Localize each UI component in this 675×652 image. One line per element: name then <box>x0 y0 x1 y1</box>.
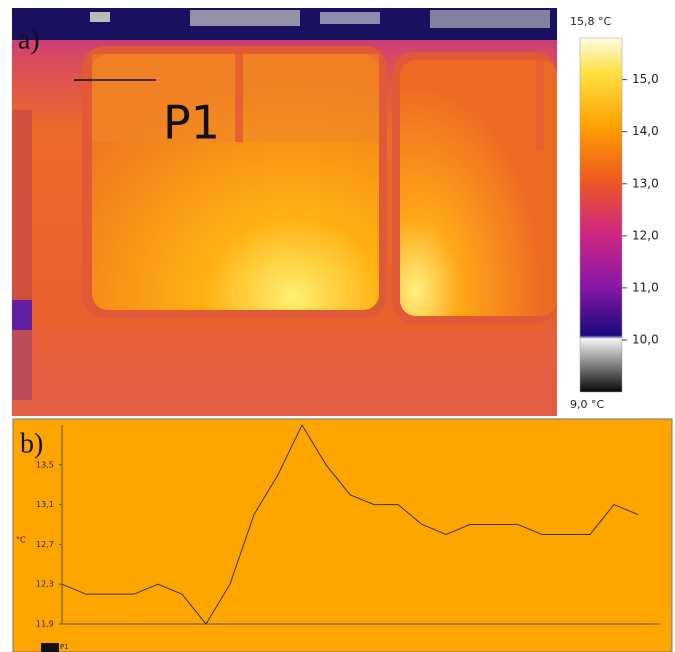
y-tick-label: 12,7 <box>36 540 54 549</box>
line-series <box>61 423 639 625</box>
legend-label: P1 <box>60 643 69 651</box>
panel-label: a) <box>18 24 40 55</box>
colorbar-tick-label: 14,0 <box>632 124 659 138</box>
y-axis-label: °C <box>16 536 26 545</box>
legend-swatch <box>41 643 59 652</box>
colorbar <box>579 37 623 393</box>
panel-label: b) <box>20 428 43 459</box>
colorbar-max: 15,8 °C <box>570 15 611 28</box>
colorbar-tick-label: 10,0 <box>632 332 659 346</box>
point-label: P1 <box>163 96 220 150</box>
colorbar-min: 9,0 °C <box>570 398 604 411</box>
y-tick-label: 13,5 <box>36 460 54 469</box>
colorbar-tick-label: 11,0 <box>632 280 659 294</box>
chart-panel <box>12 418 673 652</box>
y-tick-label: 12,3 <box>36 580 54 589</box>
colorbar-tick-label: 15,0 <box>632 72 659 86</box>
y-tick-label: 11,9 <box>36 620 54 629</box>
colorbar-tick-label: 12,0 <box>632 228 659 242</box>
thermal-image <box>12 8 557 416</box>
colorbar-tick-label: 13,0 <box>632 176 659 190</box>
y-tick-label: 13,1 <box>36 500 54 509</box>
